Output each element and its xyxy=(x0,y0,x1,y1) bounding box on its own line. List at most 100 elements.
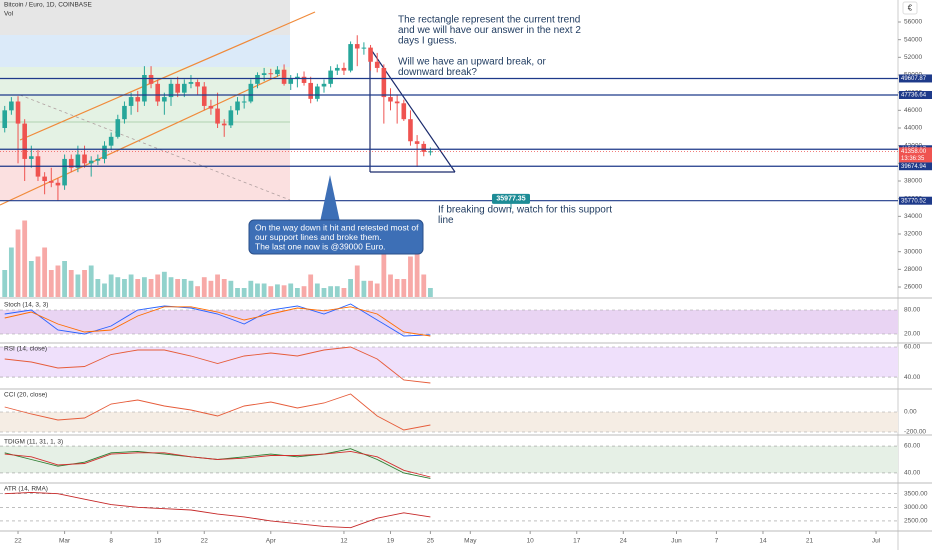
candle-body xyxy=(215,108,220,124)
pane-tick-label: 80.00 xyxy=(904,307,921,314)
volume-bar xyxy=(148,279,154,297)
volume-bar xyxy=(75,274,81,297)
candle-body xyxy=(361,47,367,49)
candle-body xyxy=(288,78,294,84)
volume-bar xyxy=(62,261,67,297)
pane-tick-label: 40.00 xyxy=(904,470,921,477)
pane-tick-label: -200.00 xyxy=(904,429,926,436)
x-tick-label: Mar xyxy=(59,538,71,545)
volume-bar xyxy=(142,277,147,297)
volume-bar xyxy=(68,270,74,297)
candle-body xyxy=(135,97,141,102)
candle-body xyxy=(421,143,427,152)
volume-bar xyxy=(288,283,294,297)
candle-body xyxy=(75,154,81,168)
x-tick-label: 12 xyxy=(340,538,348,545)
pane-tick-label: 2500.00 xyxy=(904,518,928,525)
candle-body xyxy=(401,103,407,120)
candle-body xyxy=(328,70,333,84)
volume-bar xyxy=(128,274,134,297)
candle-body xyxy=(148,75,154,84)
pane-separators xyxy=(0,297,932,532)
volume-bar xyxy=(334,286,340,297)
pane-title: Stoch (14, 3, 3) xyxy=(4,302,48,309)
candle-body xyxy=(201,86,207,106)
y-tick-label: 28000 xyxy=(904,266,922,273)
candle-body xyxy=(15,101,21,124)
volume-bar xyxy=(314,283,320,297)
volume-bar xyxy=(428,288,433,297)
candle-body xyxy=(82,154,87,164)
candle-body xyxy=(62,158,67,186)
candle-body xyxy=(301,76,307,83)
annotation: line xyxy=(438,215,454,226)
volume-bar xyxy=(354,265,360,297)
volume-label: Vol xyxy=(4,11,14,18)
candle-body xyxy=(348,44,353,71)
candle-body xyxy=(115,119,121,137)
volume-bar xyxy=(95,279,101,297)
volume-bar xyxy=(135,279,141,297)
pane-tick-label: 3500.00 xyxy=(904,490,928,497)
volume-bar xyxy=(348,279,353,297)
volume-bar xyxy=(208,280,214,297)
candle-body xyxy=(295,76,300,79)
candle-body xyxy=(188,82,194,84)
candle-body xyxy=(374,61,380,68)
currency-button[interactable] xyxy=(902,1,918,15)
pane-tick-label: 60.00 xyxy=(904,443,921,450)
volume-bar xyxy=(168,277,174,297)
volume-bar xyxy=(201,277,207,297)
volume-bar xyxy=(261,283,267,297)
candle-body xyxy=(142,75,147,102)
level-label: 39674.94 xyxy=(901,164,927,170)
candle-body xyxy=(255,75,260,84)
candle-body xyxy=(68,158,74,168)
indicator-line xyxy=(4,346,431,384)
volume-bar xyxy=(255,283,260,297)
volume-bar xyxy=(241,288,247,297)
volume-bar xyxy=(248,280,254,297)
volume-bar xyxy=(15,229,21,297)
x-tick-label: 7 xyxy=(715,538,719,545)
x-tick-label: Jul xyxy=(872,538,881,545)
pane-title: ATR (14, RMA) xyxy=(4,486,48,493)
y-tick-label: 56000 xyxy=(904,19,922,26)
volume-bar xyxy=(401,279,407,297)
volume-bar xyxy=(82,270,87,297)
volume-bar xyxy=(48,270,54,297)
y-tick-label: 30000 xyxy=(904,248,922,255)
candle-body xyxy=(175,83,180,93)
candle-body xyxy=(354,44,360,49)
y-tick-label: 38000 xyxy=(904,178,922,185)
volume-bar xyxy=(301,286,307,297)
pane-band xyxy=(0,446,898,473)
x-tick-label: Jun xyxy=(671,538,682,545)
candle-body xyxy=(315,86,320,99)
candle-body xyxy=(195,82,200,87)
candle-body xyxy=(168,83,174,98)
candle-body xyxy=(281,69,287,84)
candle-body xyxy=(95,158,101,161)
x-tick-label: 8 xyxy=(109,538,113,545)
volume-bar xyxy=(55,265,61,297)
volume-bar xyxy=(35,256,41,297)
volume-bar xyxy=(328,286,334,297)
annotation: downward break? xyxy=(398,67,477,78)
volume-bar xyxy=(294,288,300,297)
currency[interactable]: € xyxy=(908,4,913,13)
candle-body xyxy=(368,47,373,62)
candle-body xyxy=(334,67,340,71)
volume-bar xyxy=(421,274,427,297)
candle-body xyxy=(228,110,234,126)
volume-bar xyxy=(215,274,220,297)
volume-bar xyxy=(115,277,121,297)
volume-bar xyxy=(28,261,34,297)
indicator-line xyxy=(4,491,431,529)
x-tick-label: 15 xyxy=(154,538,162,545)
y-tick-label: 26000 xyxy=(904,284,922,291)
volume-bar xyxy=(221,279,227,297)
pane-tick-label: 40.00 xyxy=(904,374,921,381)
volume-bar xyxy=(88,265,94,297)
candle-body xyxy=(22,123,27,159)
